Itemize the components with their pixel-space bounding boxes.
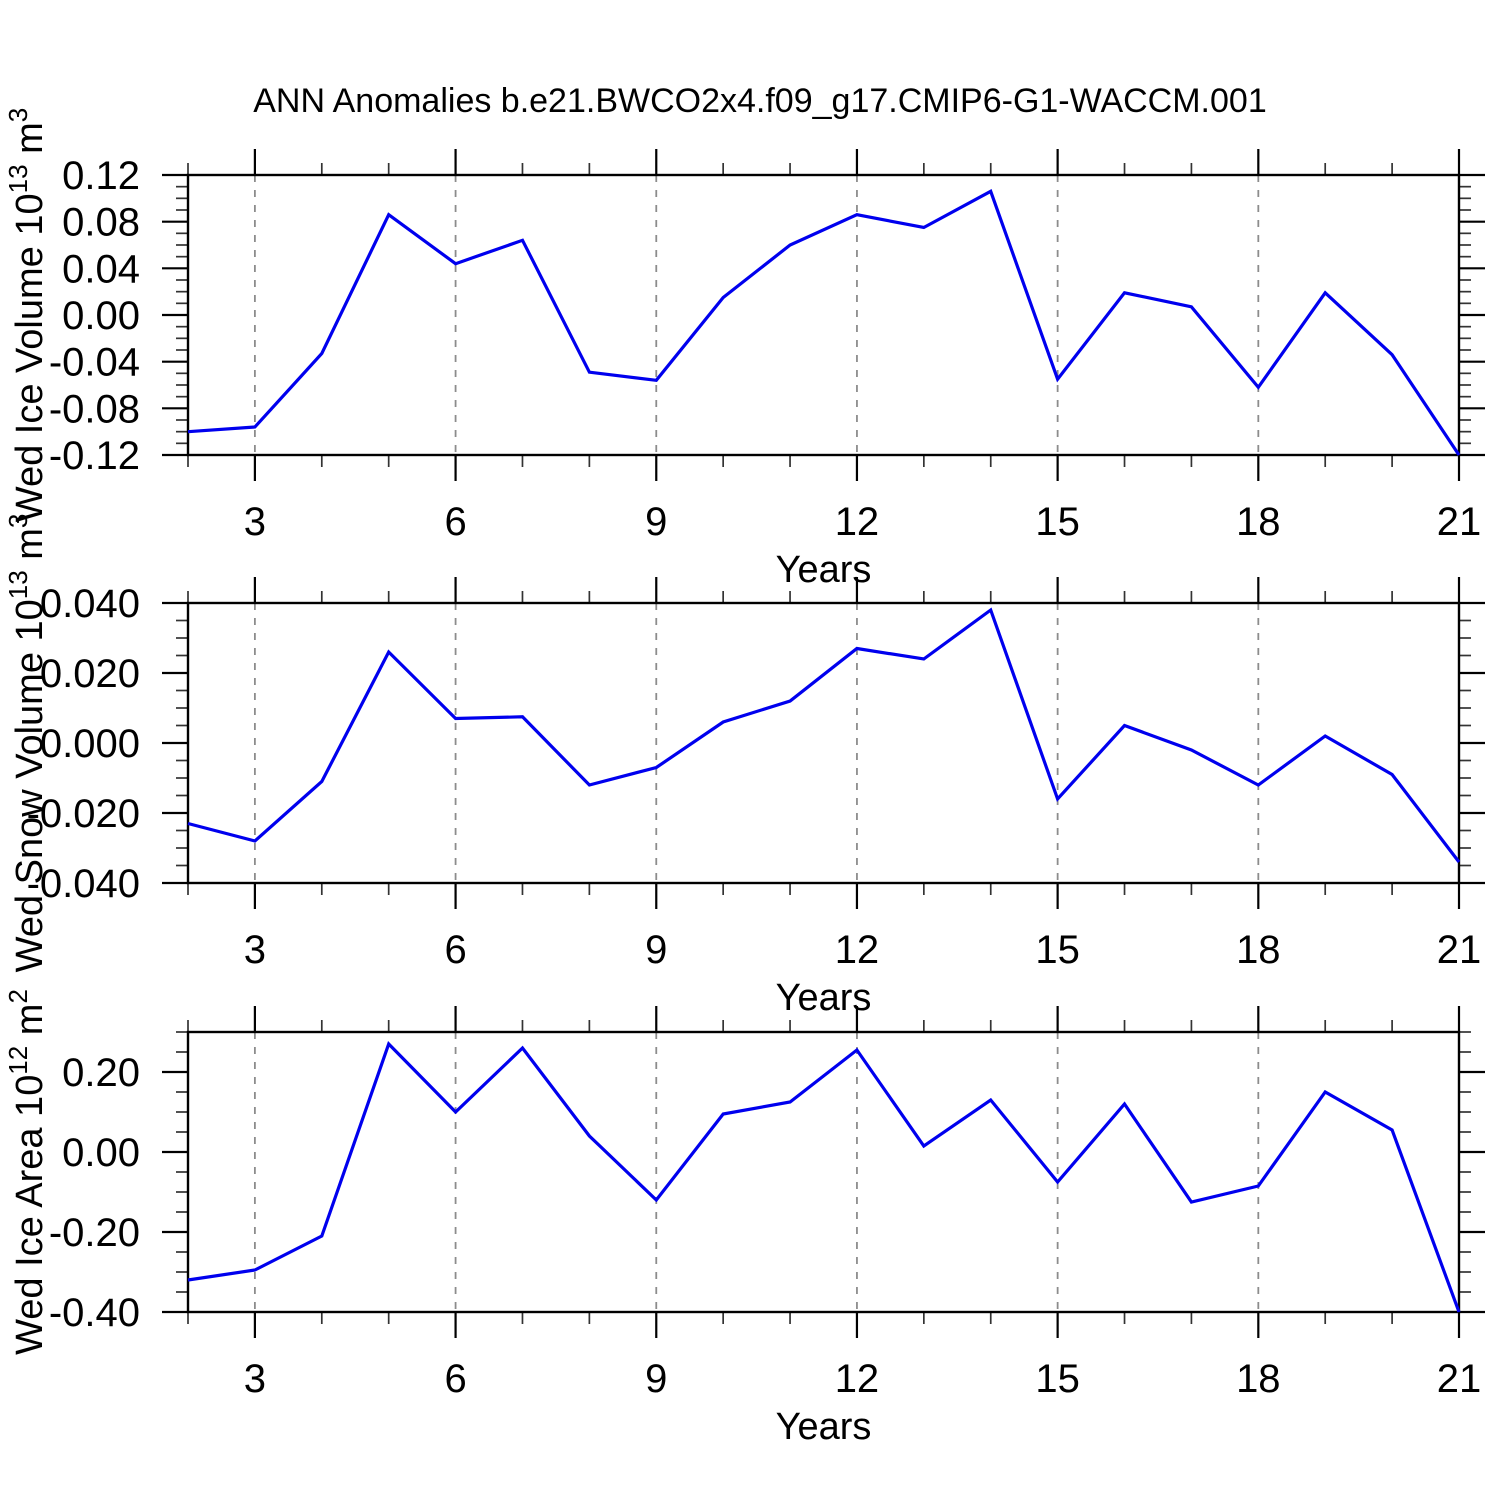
x-axis-title: Years (776, 1406, 872, 1448)
svg-text:0.00: 0.00 (62, 294, 140, 338)
svg-text:-0.04: -0.04 (49, 341, 140, 385)
svg-text:21: 21 (1437, 500, 1482, 544)
svg-text:9: 9 (645, 1357, 667, 1401)
svg-text:0.04: 0.04 (62, 247, 140, 291)
x-ticks (187, 577, 1461, 909)
svg-text:18: 18 (1236, 1357, 1281, 1401)
svg-text:21: 21 (1437, 1357, 1482, 1401)
chart-title: ANN Anomalies b.e21.BWCO2x4.f09_g17.CMIP… (253, 82, 1267, 120)
svg-text:15: 15 (1035, 500, 1080, 544)
y-axis-title: Wed Snow Volume 1013 m3 (3, 514, 51, 973)
x-ticks (187, 1006, 1461, 1338)
svg-text:-0.020: -0.020 (27, 792, 140, 836)
svg-text:15: 15 (1035, 1357, 1080, 1401)
y-ticks (162, 601, 1485, 885)
svg-text:18: 18 (1236, 500, 1281, 544)
svg-text:6: 6 (444, 1357, 466, 1401)
wed-ice-area-panel: 0.20 0.00 -0.20 -0.40 3 6 9 12 15 18 21 Years Wed Ic… (3, 989, 1485, 1448)
y-ticks (162, 1031, 1485, 1314)
svg-text:0.00: 0.00 (62, 1131, 140, 1175)
x-ticks (187, 149, 1461, 481)
plot-frame (186, 1030, 1461, 1314)
svg-text:9: 9 (645, 928, 667, 972)
svg-text:0.12: 0.12 (62, 154, 140, 198)
svg-text:18: 18 (1236, 928, 1281, 972)
svg-text:3: 3 (244, 1357, 266, 1401)
svg-text:6: 6 (444, 928, 466, 972)
y-tick-labels: 0.040 0.020 0.000 -0.020 -0.040 (27, 582, 140, 906)
svg-text:-0.40: -0.40 (49, 1291, 140, 1335)
svg-text:12: 12 (835, 500, 880, 544)
grid-lines (253, 175, 1260, 455)
svg-text:-0.12: -0.12 (49, 434, 140, 478)
svg-text:-0.08: -0.08 (49, 387, 140, 431)
y-tick-labels: 0.20 0.00 -0.20 -0.40 (49, 1051, 140, 1335)
svg-text:12: 12 (835, 1357, 880, 1401)
y-axis-title: Wed Ice Volume 1013 m3 (3, 108, 51, 522)
svg-text:12: 12 (835, 928, 880, 972)
svg-text:0.040: 0.040 (40, 582, 140, 626)
svg-text:-0.040: -0.040 (27, 862, 140, 906)
svg-text:0.08: 0.08 (62, 201, 140, 245)
svg-text:0.20: 0.20 (62, 1051, 140, 1095)
svg-text:15: 15 (1035, 928, 1080, 972)
svg-text:9: 9 (645, 500, 667, 544)
plot-frame (186, 173, 1461, 457)
y-tick-labels: 0.120.080.040.00-0.04-0.08-0.12 (49, 154, 140, 478)
x-tick-labels: 3 6 9 12 15 18 21 (244, 928, 1481, 972)
svg-text:0.020: 0.020 (40, 652, 140, 696)
svg-text:3: 3 (244, 500, 266, 544)
wed-snow-volume-line (187, 607, 1461, 863)
svg-text:21: 21 (1437, 928, 1482, 972)
x-axis-title: Years (776, 549, 872, 591)
y-axis-title: Wed Ice Area 1012 m2 (3, 989, 51, 1355)
svg-text:6: 6 (444, 500, 466, 544)
wed-ice-volume-panel: 0.120.080.040.00-0.04-0.08-0.12 3 6 9 12 15 18… (3, 108, 1485, 591)
x-tick-labels: 3 6 9 12 15 18 21 (244, 1357, 1481, 1401)
x-axis-title: Years (776, 977, 872, 1019)
svg-text:0.000: 0.000 (40, 722, 140, 766)
wed-ice-area-line (187, 1041, 1461, 1313)
wed-ice-volume-line (187, 189, 1461, 456)
x-tick-labels: 3 6 9 12 15 18 21 (244, 500, 1481, 544)
svg-text:3: 3 (244, 928, 266, 972)
y-ticks (162, 173, 1485, 457)
plot-frame (186, 601, 1461, 885)
wed-snow-volume-panel: 0.040 0.020 0.000 -0.020 -0.040 3 6 9 12 15 18 21 Ye… (3, 514, 1485, 1019)
grid-lines (253, 1032, 1260, 1312)
svg-text:-0.20: -0.20 (49, 1211, 140, 1255)
